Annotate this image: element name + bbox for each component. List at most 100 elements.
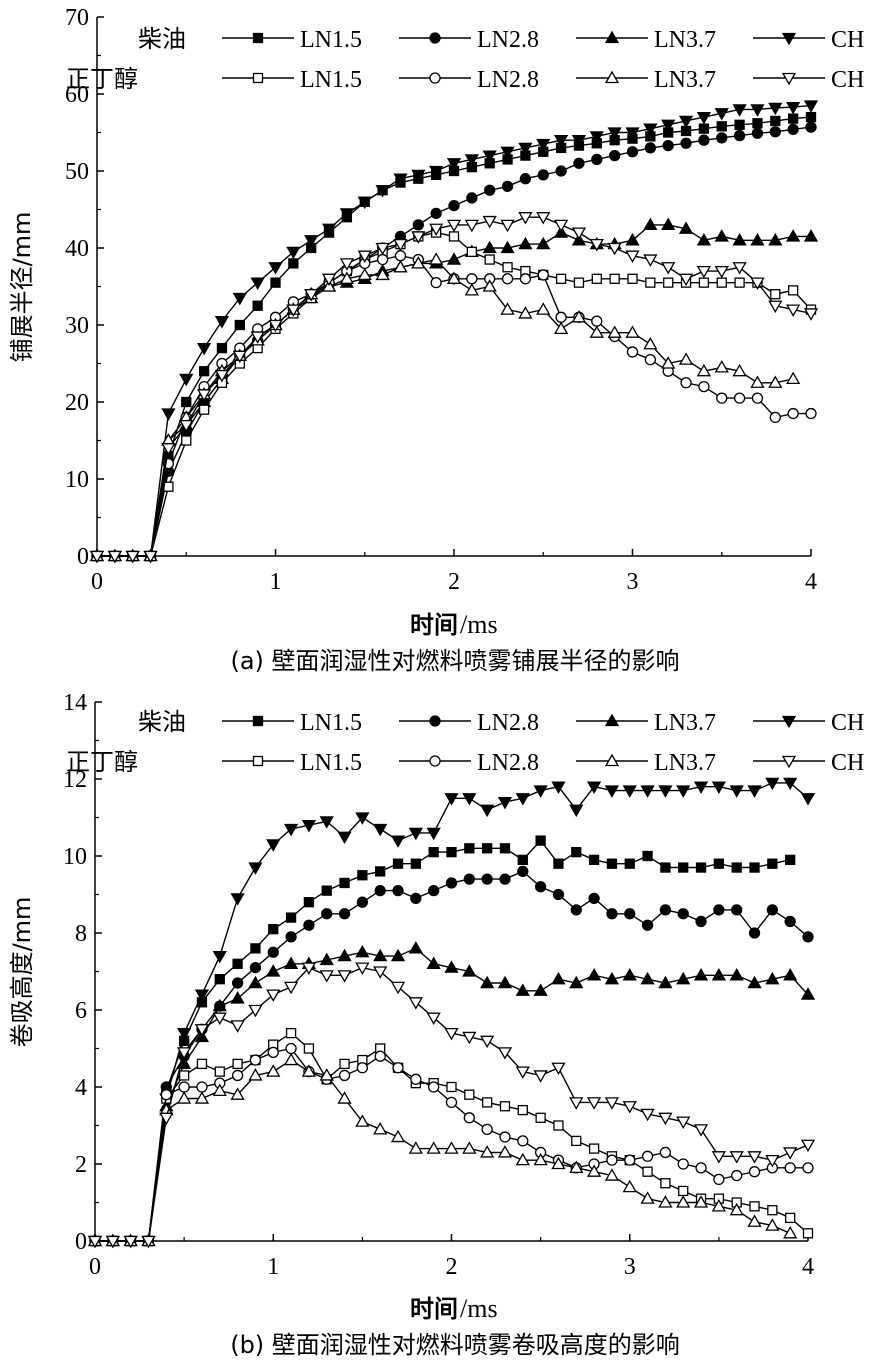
chart-a-data-point [518,306,533,319]
chart-b-data-point [783,1147,798,1160]
chart-b-data-point [606,858,618,869]
chart-b-y-tick-label: 14 [63,690,87,716]
chart-a-caption: (a) 壁面润湿性对燃料喷雾铺展半径的影响 [230,647,679,675]
chart-b-data-point [731,862,742,873]
chart-a-data-point [680,137,692,149]
chart-b-data-point [337,1091,352,1104]
chart-b-legend: 柴油 LN1.5 LN2.8 LN3.7 CH 正丁醇 LN1.5 LN2.8 LN3.7 CH [66,708,864,776]
chart-a-data-point [286,246,301,260]
chart-b-data-point [462,1141,477,1154]
chart-b-data-point [515,983,530,996]
chart-b-legend-label: LN1.5 [300,750,362,776]
chart-a-data-point [768,375,783,388]
chart-b-legend-label: LN1.5 [300,710,362,736]
chart-a-data-point [446,158,462,171]
chart-a-legend-label: CH [831,67,864,93]
chart-a-data-point [482,279,497,292]
chart-b-legend-marker [429,755,441,767]
chart-a-data-point [484,254,495,265]
chart-b-data-point [499,1101,511,1112]
chart-b-data-point [533,983,548,996]
chart-b-data-point [551,1062,566,1076]
chart-b-data-point [659,1146,672,1159]
chart-b-data-point [497,975,513,989]
chart-b-data-point [553,1120,564,1131]
chart-b-y-tick-label: 8 [75,921,87,947]
chart-b-data-point [283,1052,299,1066]
chart-a-data-point [788,113,799,124]
chart-b-data-point [588,892,600,904]
chart-b-data-point [355,1114,370,1127]
chart-a-data-point [357,196,372,210]
chart-b-data-point [569,804,584,818]
chart-b-data-point [445,877,458,889]
chart-a-x-axis-unit: /ms [460,610,498,639]
chart-a-data-point [411,231,426,244]
chart-a-data-point [661,262,676,275]
chart-b-data-point [622,1101,637,1114]
chart-a-data-point [571,135,587,148]
chart-b-data-point [713,904,725,916]
chart-b-data-point [693,781,709,795]
chart-b-data-point [713,858,725,869]
chart-a-data-point [500,146,515,160]
chart-b-data-point [444,793,459,806]
chart-b-legend-marker [781,755,797,769]
chart-a-data-point [662,139,674,152]
chart-a-data-point [555,311,567,323]
chart-b-x-tick-label: 2 [446,1254,458,1280]
chart-b-data-point [713,1173,725,1186]
chart-b-data-point [426,1141,441,1154]
chart-a-data-point [518,212,533,225]
chart-a-data-point [107,550,122,564]
chart-a-data-point [482,150,497,163]
chart-a-legend-marker [604,30,620,44]
chart-a-data-point [678,221,694,234]
chart-a-data-point [607,242,622,256]
chart-b-data-point [177,1091,192,1104]
chart-a-data-point [304,235,319,248]
chart-b-data-point [319,816,334,829]
chart-a-data-point [732,363,747,377]
chart-b-x-axis-unit: /ms [460,1294,498,1323]
chart-b-data-point [517,1135,529,1147]
chart-a-data-point [768,232,783,246]
chart-a-legend-label: LN2.8 [477,27,539,53]
chart-a-data-point [179,373,194,387]
chart-b-data-point [462,964,477,977]
chart-b-data-point [462,793,477,806]
chart-a-data-point [698,134,710,146]
chart-b-data-point [748,1166,761,1178]
chart-a-data-point [573,157,585,169]
chart-a-data-point [714,229,729,242]
chart-a-data-point [89,550,105,564]
chart-a-data-point [752,118,763,129]
chart-b-x-axis-label: 时间 [410,1295,458,1323]
chart-a-data-point [769,126,781,138]
chart-b-data-point [248,1068,263,1081]
chart-a-x-tick-label: 3 [627,569,639,595]
chart-b-data-point [410,858,422,869]
chart-b-data-point [355,812,370,825]
chart-a-y-tick-label: 10 [65,467,89,493]
chart-b-data-point [212,1012,227,1026]
chart-a-data-point [716,132,728,144]
chart-a-data-point [663,277,674,288]
chart-b-data-point [499,843,511,854]
chart-b-data-point [266,964,281,977]
chart-b-data-point [481,1123,493,1135]
chart-a-data-point [716,392,728,404]
chart-b-data-point [480,804,495,818]
chart-a-data-point [573,277,585,288]
chart-b-data-point [178,1070,190,1081]
chart-b-data-point [214,1066,225,1077]
chart-a-data-point [464,154,479,167]
chart-a-legend-marker [604,70,620,84]
chart-a-data-point [678,273,694,287]
chart-b-y-tick-label: 10 [63,844,87,870]
chart-b-data-point [480,1145,495,1158]
chart-b-data-point [640,785,655,798]
chart-b-data-point [676,785,691,798]
chart-b-data-point [250,943,261,954]
chart-b-data-point [784,1162,796,1174]
